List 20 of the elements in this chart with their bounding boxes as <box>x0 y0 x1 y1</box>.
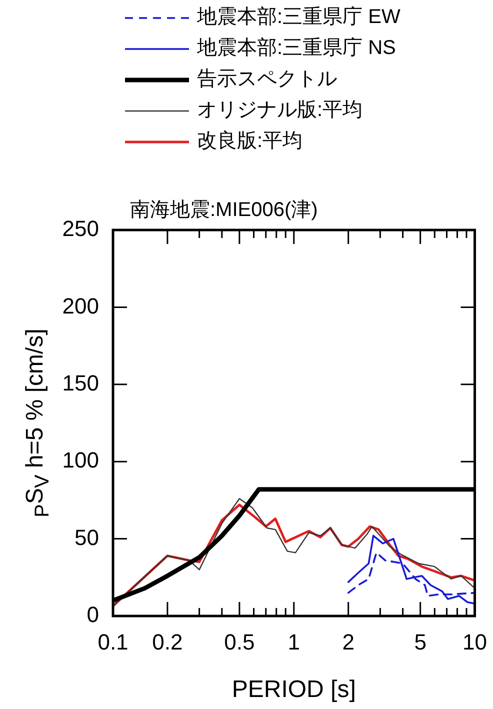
y-tick-label: 50 <box>74 524 99 550</box>
x-tick-label: 0.1 <box>98 629 128 654</box>
legend-label: 告示スペクトル <box>197 67 337 92</box>
y-tick-label: 150 <box>62 370 99 396</box>
x-tick-label: 0.5 <box>224 629 255 654</box>
x-tick-label: 5 <box>414 629 426 654</box>
x-tick-label: 0.2 <box>152 629 183 654</box>
chart-title: 南海地震:MIE006(津) <box>130 198 318 223</box>
y-tick-label: 200 <box>62 293 99 318</box>
legend-label: 地震本部:三重県庁 NS <box>197 36 396 61</box>
y-tick-label: 0 <box>86 602 99 628</box>
legend-label: オリジナル版:平均 <box>197 98 363 123</box>
x-tick-label: 1 <box>288 629 300 654</box>
legend-label: 改良版:平均 <box>197 129 303 154</box>
x-axis-title: PERIOD [s] <box>232 676 356 704</box>
y-tick-label: 100 <box>62 448 99 473</box>
legend-label: 地震本部:三重県庁 EW <box>197 5 400 30</box>
x-tick-label: 10 <box>462 629 488 654</box>
y-tick-label: 250 <box>62 216 99 242</box>
x-tick-label: 2 <box>342 629 354 654</box>
